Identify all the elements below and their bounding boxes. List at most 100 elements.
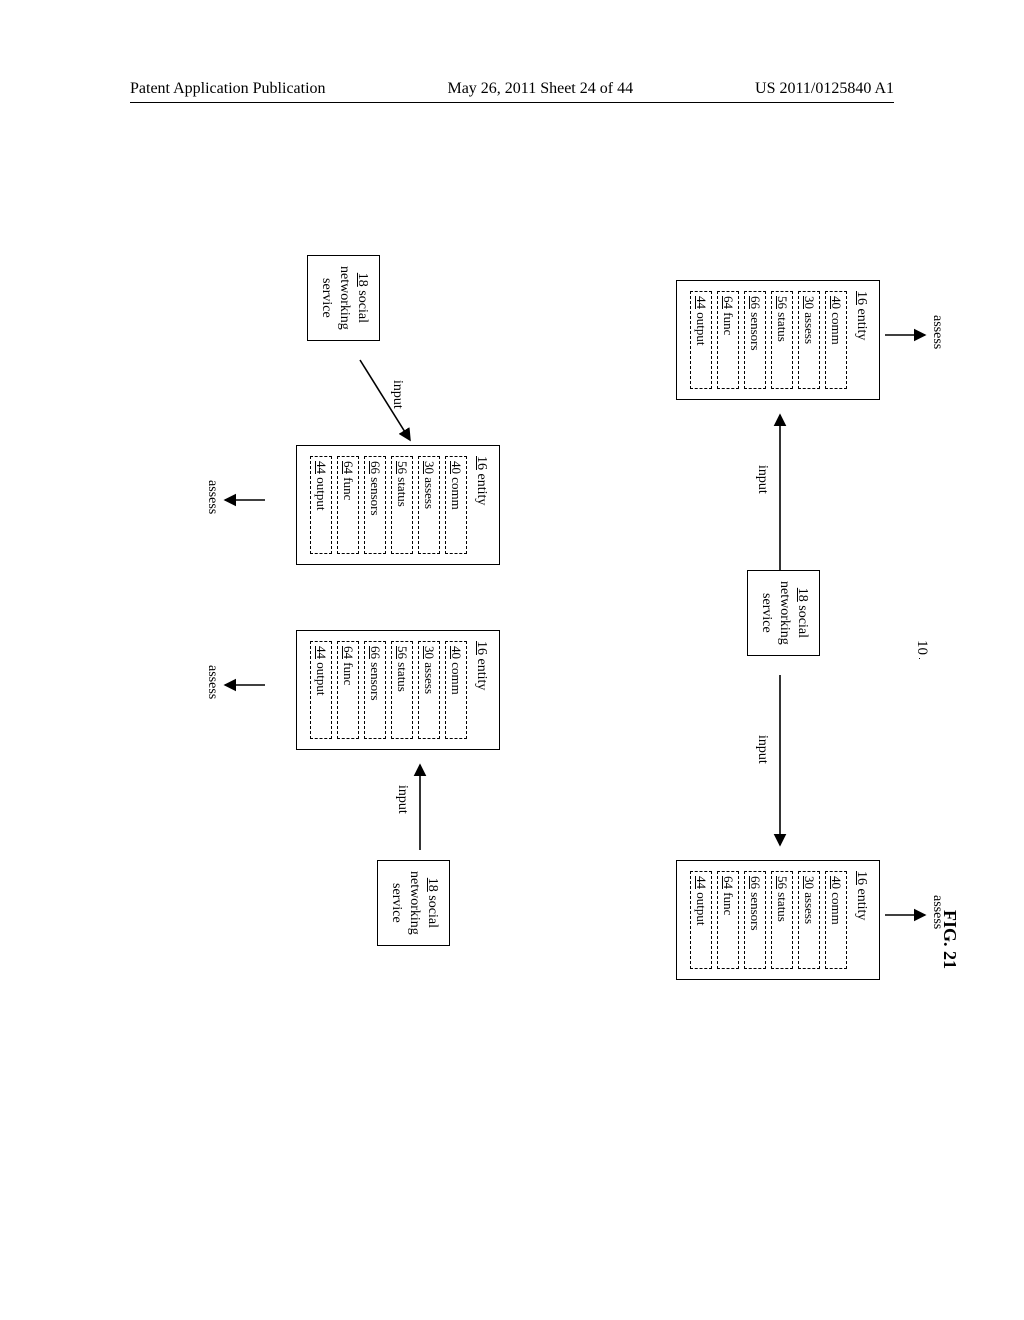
assess-label: assess — [204, 480, 220, 514]
entity-item: 64 func — [337, 456, 359, 554]
entity-item: 56 status — [771, 291, 793, 389]
item-text: func — [341, 477, 356, 500]
entity-title-text: entity — [854, 889, 869, 921]
entity-title-text: entity — [474, 474, 489, 506]
item-num: 64 — [341, 646, 356, 659]
item-num: 40 — [829, 296, 844, 309]
sns-line3: service — [759, 593, 774, 633]
input-label: input — [394, 785, 410, 814]
sns-line2: networking — [337, 266, 352, 330]
item-num: 66 — [748, 296, 763, 309]
entity-title: 16 entity — [473, 641, 489, 739]
entity-item: 56 status — [391, 456, 413, 554]
item-text: assess — [802, 312, 817, 344]
sns-box-0: 18 social networking service — [747, 570, 820, 656]
entity-title-num: 16 — [474, 456, 489, 470]
item-text: status — [775, 892, 790, 922]
entity-item: 30 assess — [418, 641, 440, 739]
item-num: 30 — [802, 876, 817, 889]
input-label: input — [754, 735, 770, 764]
item-num: 40 — [449, 461, 464, 474]
header-left: Patent Application Publication — [130, 80, 326, 98]
item-num: 66 — [748, 876, 763, 889]
sns-line3: service — [389, 883, 404, 923]
entity-item: 66 sensors — [744, 291, 766, 389]
item-text: assess — [422, 477, 437, 509]
item-num: 44 — [314, 461, 329, 474]
entity-item: 64 func — [717, 291, 739, 389]
header-rule — [130, 102, 894, 103]
item-num: 56 — [395, 461, 410, 474]
sns-box-1: 18 social networking service — [307, 255, 380, 341]
item-num: 40 — [449, 646, 464, 659]
item-text: sensors — [368, 477, 383, 515]
entity-box-1: 16 entity 40 comm 30 assess 56 status 66… — [676, 860, 880, 980]
entity-title-text: entity — [854, 309, 869, 341]
figure-canvas: FIG. 21 10 16 entity 40 comm 30 assess 5… — [90, 270, 940, 1040]
sns-line1: social — [355, 290, 370, 323]
entity-item: 66 sensors — [364, 456, 386, 554]
item-text: func — [721, 892, 736, 915]
entity-item: 40 comm — [445, 641, 467, 739]
entity-item: 44 output — [690, 291, 712, 389]
item-num: 64 — [721, 876, 736, 889]
sns-line1: social — [795, 605, 810, 638]
item-text: sensors — [368, 662, 383, 700]
entity-item: 44 output — [690, 871, 712, 969]
item-num: 40 — [829, 876, 844, 889]
item-text: status — [395, 662, 410, 692]
sns-line3: service — [319, 278, 334, 318]
entity-item: 40 comm — [445, 456, 467, 554]
entity-title-text: entity — [474, 659, 489, 691]
item-text: func — [721, 312, 736, 335]
item-num: 44 — [314, 646, 329, 659]
item-text: assess — [422, 662, 437, 694]
item-num: 44 — [694, 296, 709, 309]
item-text: sensors — [748, 312, 763, 350]
sns-num: 18 — [355, 273, 370, 287]
sns-line2: networking — [407, 871, 422, 935]
item-num: 66 — [368, 646, 383, 659]
item-text: comm — [449, 477, 464, 510]
assess-label: assess — [204, 665, 220, 699]
entity-box-0: 16 entity 40 comm 30 assess 56 status 66… — [676, 280, 880, 400]
item-num: 66 — [368, 461, 383, 474]
entity-item: 66 sensors — [364, 641, 386, 739]
item-text: status — [395, 477, 410, 507]
assess-label: assess — [929, 895, 945, 929]
item-text: output — [314, 662, 329, 695]
arrows-layer — [939, 270, 940, 271]
page-header: Patent Application Publication May 26, 2… — [0, 80, 1024, 98]
item-text: comm — [829, 892, 844, 925]
header-center: May 26, 2011 Sheet 24 of 44 — [447, 80, 633, 98]
item-num: 56 — [775, 876, 790, 889]
entity-box-2: 16 entity 40 comm 30 assess 56 status 66… — [296, 445, 500, 565]
ref-pointer — [919, 658, 920, 659]
entity-item: 30 assess — [798, 871, 820, 969]
item-num: 30 — [422, 461, 437, 474]
entity-title: 16 entity — [473, 456, 489, 554]
entity-item: 56 status — [771, 871, 793, 969]
entity-title-num: 16 — [854, 291, 869, 305]
entity-item: 30 assess — [798, 291, 820, 389]
item-text: output — [694, 892, 709, 925]
entity-title-num: 16 — [854, 871, 869, 885]
item-text: status — [775, 312, 790, 342]
header-right: US 2011/0125840 A1 — [755, 80, 894, 98]
entity-title-num: 16 — [474, 641, 489, 655]
item-text: comm — [449, 662, 464, 695]
input-label: input — [754, 465, 770, 494]
sns-num: 18 — [795, 588, 810, 602]
entity-box-3: 16 entity 40 comm 30 assess 56 status 66… — [296, 630, 500, 750]
entity-item: 64 func — [337, 641, 359, 739]
item-text: func — [341, 662, 356, 685]
sns-line2: networking — [777, 581, 792, 645]
input-label: input — [389, 380, 405, 409]
item-num: 56 — [775, 296, 790, 309]
item-num: 30 — [422, 646, 437, 659]
item-num: 44 — [694, 876, 709, 889]
sns-line1: social — [425, 895, 440, 928]
entity-item: 44 output — [310, 456, 332, 554]
entity-item: 44 output — [310, 641, 332, 739]
item-num: 64 — [341, 461, 356, 474]
